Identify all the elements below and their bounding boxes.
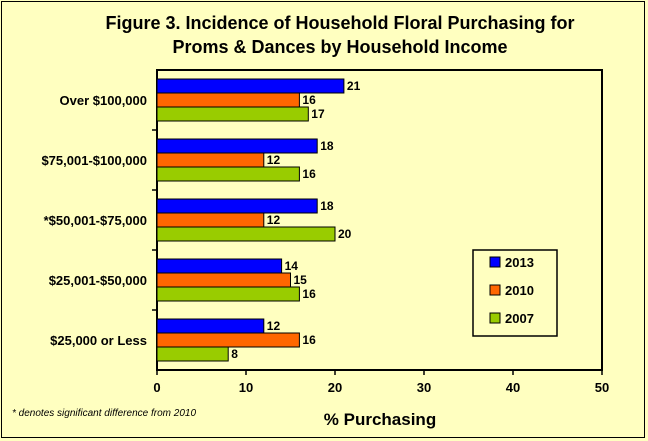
legend-swatch	[489, 284, 501, 296]
data-label: 16	[302, 93, 316, 107]
bar	[156, 346, 229, 362]
legend: 2013 2010 2007	[472, 249, 558, 337]
x-tick-label: 40	[506, 380, 520, 395]
bar	[156, 318, 265, 334]
data-label: 14	[285, 259, 299, 273]
chart-subtitle: Proms & Dances by Household Income	[172, 37, 508, 57]
bar	[156, 212, 265, 228]
chart-title: Figure 3. Incidence of Household Floral …	[105, 13, 575, 33]
category-label: *$50,001-$75,000	[44, 213, 147, 228]
legend-box	[472, 249, 558, 337]
bar	[156, 258, 283, 274]
bar	[156, 106, 309, 122]
data-label: 16	[302, 287, 316, 301]
x-tick-label: 10	[239, 380, 253, 395]
data-label: 16	[302, 167, 316, 181]
bar	[156, 332, 300, 348]
category-label: $25,000 or Less	[50, 333, 147, 348]
category-label: $25,001-$50,000	[49, 273, 147, 288]
category-label: $75,001-$100,000	[41, 153, 147, 168]
data-label: 12	[267, 213, 281, 227]
bar	[156, 138, 318, 154]
data-label: 16	[302, 333, 316, 347]
data-label: 20	[338, 227, 352, 241]
bar	[156, 286, 300, 302]
bar	[156, 272, 291, 288]
data-label: 18	[320, 139, 334, 153]
category-label: Over $100,000	[60, 93, 147, 108]
data-label: 15	[294, 273, 308, 287]
x-tick-label: 30	[417, 380, 431, 395]
data-label: 12	[267, 319, 281, 333]
data-label: 18	[320, 199, 334, 213]
ticks-group: Over $100,000 $75,001-$100,000 *$50,001-$7…	[41, 93, 609, 395]
legend-entry: 2007	[505, 311, 534, 326]
bar	[156, 166, 300, 182]
data-label: 8	[231, 347, 238, 361]
data-label: 17	[311, 107, 325, 121]
legend-swatch	[489, 312, 501, 324]
data-label: 21	[347, 79, 361, 93]
legend-swatch	[489, 256, 501, 268]
legend-entry: 2010	[505, 283, 534, 298]
bar	[156, 198, 318, 214]
bar	[156, 226, 336, 242]
footnote: * denotes significant difference from 20…	[12, 408, 196, 419]
x-axis-label: % Purchasing	[323, 410, 437, 429]
x-tick-label: 50	[595, 380, 609, 395]
bar	[156, 152, 265, 168]
bar	[156, 78, 345, 94]
bar	[156, 92, 300, 108]
x-tick-label: 20	[328, 380, 342, 395]
legend-entry: 2013	[505, 255, 534, 270]
data-label: 12	[267, 153, 281, 167]
x-tick-label: 0	[153, 380, 160, 395]
